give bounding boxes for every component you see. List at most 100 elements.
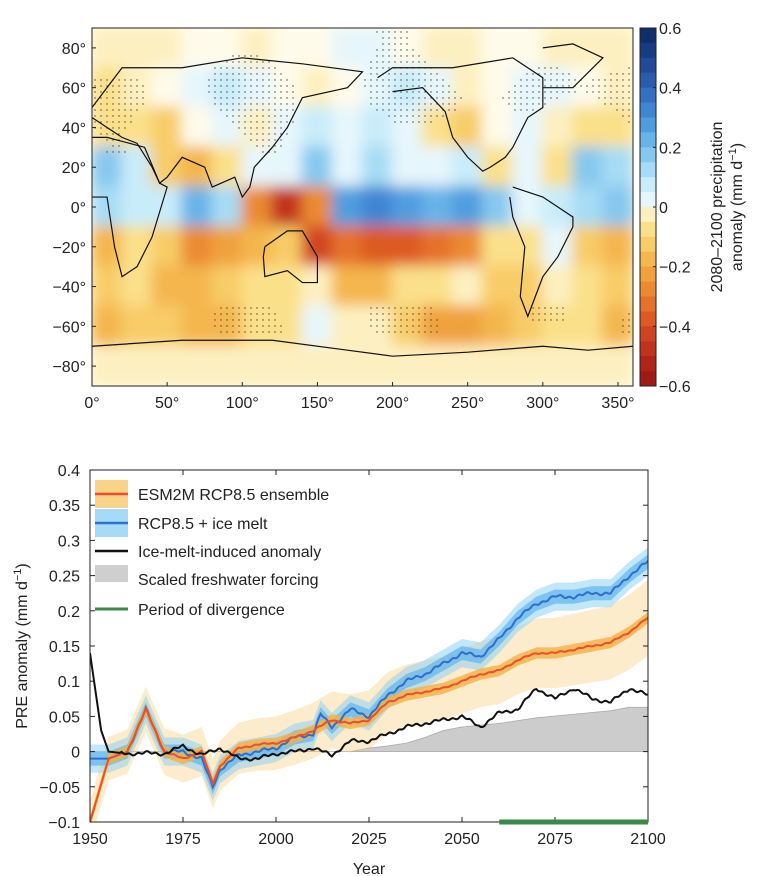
map-y-tick-label: −80°	[52, 359, 86, 376]
stipple-dot	[424, 61, 426, 63]
stipple-dot	[280, 133, 282, 135]
stipple-dot	[388, 115, 390, 117]
stipple-dot	[598, 79, 600, 81]
stipple-dot	[280, 103, 282, 105]
legend-item-ensemble: ESM2M RCP8.5 ensemble	[95, 480, 329, 508]
stipple-dot	[526, 73, 528, 75]
stipple-dot	[100, 121, 102, 123]
stipple-dot	[406, 61, 408, 63]
stipple-dot	[520, 79, 522, 81]
stipple-dot	[238, 325, 240, 327]
stipple-dot	[94, 91, 96, 93]
stipple-dot	[400, 307, 402, 309]
stipple-dot	[292, 121, 294, 123]
stipple-dot	[130, 79, 132, 81]
stipple-dot	[226, 319, 228, 321]
stipple-dot	[238, 55, 240, 57]
map-cell	[92, 345, 124, 386]
stipple-dot	[526, 85, 528, 87]
stipple-dot	[406, 91, 408, 93]
stipple-dot	[376, 331, 378, 333]
stipple-dot	[286, 115, 288, 117]
stipple-dot	[280, 121, 282, 123]
stipple-dot	[124, 127, 126, 129]
stipple-dot	[388, 61, 390, 63]
stipple-dot	[262, 325, 264, 327]
stipple-dot	[622, 91, 624, 93]
stipple-dot	[418, 325, 420, 327]
stipple-dot	[400, 319, 402, 321]
stipple-dot	[406, 97, 408, 99]
map-cell	[181, 305, 214, 348]
map-x-tick-label: 300°	[526, 395, 559, 412]
stipple-dot	[556, 319, 558, 321]
stipple-dot	[274, 67, 276, 69]
stipple-dot	[232, 307, 234, 309]
map-x-tick-label: 0°	[84, 395, 99, 412]
map-cell	[121, 265, 154, 308]
stipple-dot	[214, 79, 216, 81]
map-cell	[601, 345, 633, 386]
map-x-tick-label: 350°	[601, 395, 634, 412]
map-cell	[211, 66, 244, 109]
map-cell	[541, 146, 574, 189]
stipple-dot	[442, 91, 444, 93]
stipple-dot	[364, 85, 366, 87]
stipple-dot	[106, 79, 108, 81]
stipple-dot	[562, 73, 564, 75]
map-y-tick-label: 40°	[62, 120, 86, 137]
stipple-dot	[370, 97, 372, 99]
colorbar-segment	[640, 162, 656, 178]
stipple-dot	[388, 331, 390, 333]
stipple-dot	[388, 73, 390, 75]
stipple-dot	[610, 97, 612, 99]
stipple-dot	[400, 85, 402, 87]
stipple-dot	[544, 85, 546, 87]
stipple-dot	[238, 73, 240, 75]
coastline	[377, 57, 544, 172]
stipple-dot	[286, 79, 288, 81]
stipple-dot	[400, 331, 402, 333]
stipple-dot	[250, 73, 252, 75]
map-cell	[571, 265, 604, 308]
stipple-dot	[100, 133, 102, 135]
stipple-dot	[244, 67, 246, 69]
stipple-dot	[604, 103, 606, 105]
stipple-dot	[394, 85, 396, 87]
stipple-dot	[268, 73, 270, 75]
stipple-dot	[394, 55, 396, 57]
ts-y-tick-label: −0.1	[48, 815, 80, 832]
stipple-dot	[406, 325, 408, 327]
stipple-dot	[232, 121, 234, 123]
stipple-dot	[256, 139, 258, 141]
stipple-dot	[370, 91, 372, 93]
stipple-dot	[424, 79, 426, 81]
stipple-dot	[226, 91, 228, 93]
stipple-dot	[394, 319, 396, 321]
colorbar-segment	[640, 251, 656, 268]
stipple-dot	[214, 67, 216, 69]
stipple-dot	[418, 307, 420, 309]
map-cell	[391, 146, 424, 189]
stipple-dot	[232, 109, 234, 111]
colorbar-tick-label: −0.4	[659, 319, 691, 336]
stipple-dot	[94, 85, 96, 87]
stipple-dot	[112, 145, 114, 147]
stipple-dot	[220, 79, 222, 81]
stipple-dot	[256, 115, 258, 117]
map-cell	[151, 66, 184, 109]
colorbar-segment	[640, 42, 656, 59]
stipple-dot	[448, 97, 450, 99]
stipple-dot	[220, 325, 222, 327]
stipple-dot	[568, 85, 570, 87]
stipple-dot	[232, 115, 234, 117]
map-cell	[391, 345, 424, 386]
stipple-dot	[382, 49, 384, 51]
map-cell	[421, 265, 454, 308]
stipple-dot	[388, 319, 390, 321]
stipple-dot	[412, 55, 414, 57]
legend-swatch	[95, 565, 128, 582]
stipple-dot	[376, 307, 378, 309]
map-cell	[271, 146, 304, 189]
map-cell	[421, 345, 454, 386]
